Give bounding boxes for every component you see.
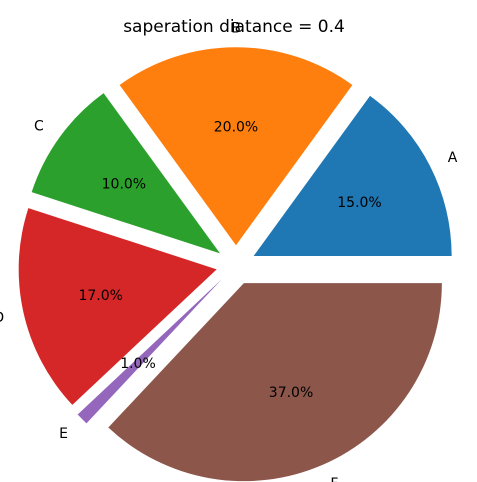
pie-slice-f: [108, 283, 442, 482]
slice-label-a: A: [448, 150, 458, 166]
slice-percent-b: 20.0%: [214, 119, 258, 135]
pie-slice-b: [119, 47, 353, 246]
slice-label-b: B: [231, 20, 241, 36]
pie-slice-e: [77, 279, 222, 424]
slice-label-e: E: [59, 426, 68, 442]
chart-title: saperation diatance = 0.4: [123, 17, 345, 37]
slice-label-f: F: [330, 476, 338, 482]
slice-label-c: C: [34, 118, 44, 134]
pie-slice-c: [31, 93, 220, 254]
pie-labels: A 15.0% B 20.0% C 10.0% D 17.0% E 1.0% F 37.0%: [0, 20, 458, 482]
pie-slice-d: [18, 208, 217, 405]
slice-label-d: D: [0, 310, 4, 326]
pie-slice-a: [253, 95, 452, 257]
slice-percent-e: 1.0%: [120, 356, 156, 372]
slice-percent-f: 37.0%: [269, 385, 313, 401]
slice-percent-a: 15.0%: [337, 195, 381, 211]
slice-percent-c: 10.0%: [102, 177, 146, 193]
pie-slices: [18, 47, 452, 482]
slice-percent-d: 17.0%: [78, 288, 122, 304]
